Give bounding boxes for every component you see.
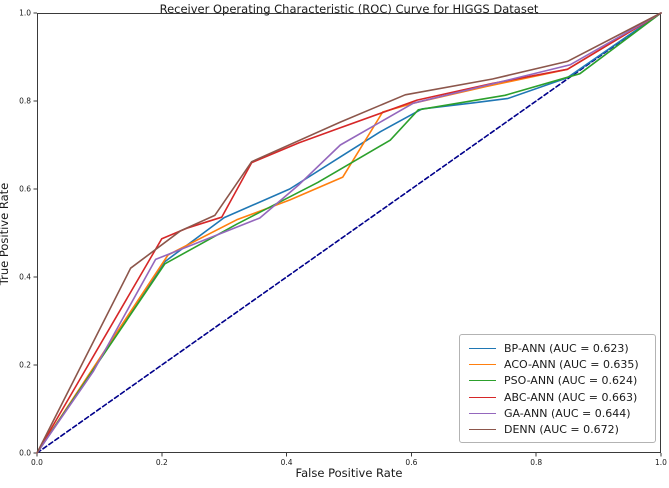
- x-tick-label: 0.4: [281, 458, 293, 467]
- legend-line-sample-bp-ann: [469, 347, 496, 349]
- legend-entry-pso-ann: PSO-ANN (AUC = 0.624): [469, 373, 647, 389]
- x-tick-label: 0.6: [405, 458, 417, 467]
- legend-label: ABC-ANN (AUC = 0.663): [504, 390, 638, 404]
- x-tick-label: 0.0: [31, 458, 43, 467]
- legend-line-sample-abc-ann: [469, 396, 496, 398]
- x-tick-label: 0.8: [530, 458, 542, 467]
- legend-line-sample-pso-ann: [469, 380, 496, 382]
- roc-curve-pso-ann: [36, 12, 662, 454]
- y-tick-label: 0.6: [19, 185, 31, 194]
- legend-label: BP-ANN (AUC = 0.623): [504, 341, 629, 355]
- legend-line-sample-ga-ann: [469, 412, 496, 414]
- roc-curve-bp-ann: [36, 12, 662, 454]
- legend-line-sample-denn: [469, 429, 496, 431]
- legend-entry-aco-ann: ACO-ANN (AUC = 0.635): [469, 356, 647, 372]
- legend-entry-ga-ann: GA-ANN (AUC = 0.644): [469, 405, 647, 421]
- roc-curve-aco-ann: [36, 12, 662, 454]
- x-tick-label: 0.2: [156, 458, 168, 467]
- y-tick-label: 0.4: [19, 273, 31, 282]
- legend-label: PSO-ANN (AUC = 0.624): [504, 374, 638, 388]
- roc-curve-ga-ann: [36, 12, 662, 454]
- chart-title: Receiver Operating Characteristic (ROC) …: [159, 2, 539, 16]
- legend-line-sample-aco-ann: [469, 363, 496, 365]
- y-tick-label: 0.0: [19, 449, 31, 458]
- roc-curve-denn: [36, 12, 662, 454]
- roc-curve-chance-diagonal: [36, 12, 662, 454]
- legend-box: BP-ANN (AUC = 0.623) ACO-ANN (AUC = 0.635…: [459, 334, 656, 443]
- x-axis-label: False Positive Rate: [295, 466, 403, 480]
- x-tick-label: 1.0: [655, 458, 667, 467]
- legend-entry-bp-ann: BP-ANN (AUC = 0.623): [469, 340, 647, 356]
- legend-label: DENN (AUC = 0.672): [504, 423, 619, 437]
- legend-label: ACO-ANN (AUC = 0.635): [504, 357, 639, 371]
- plot-frame: [37, 13, 661, 453]
- legend-entry-abc-ann: ABC-ANN (AUC = 0.663): [469, 389, 647, 405]
- legend-label: GA-ANN (AUC = 0.644): [504, 406, 631, 420]
- y-tick-label: 1.0: [19, 9, 31, 18]
- legend-entry-denn: DENN (AUC = 0.672): [469, 422, 647, 438]
- y-tick-label: 0.2: [19, 361, 31, 370]
- y-tick-label: 0.8: [19, 97, 31, 106]
